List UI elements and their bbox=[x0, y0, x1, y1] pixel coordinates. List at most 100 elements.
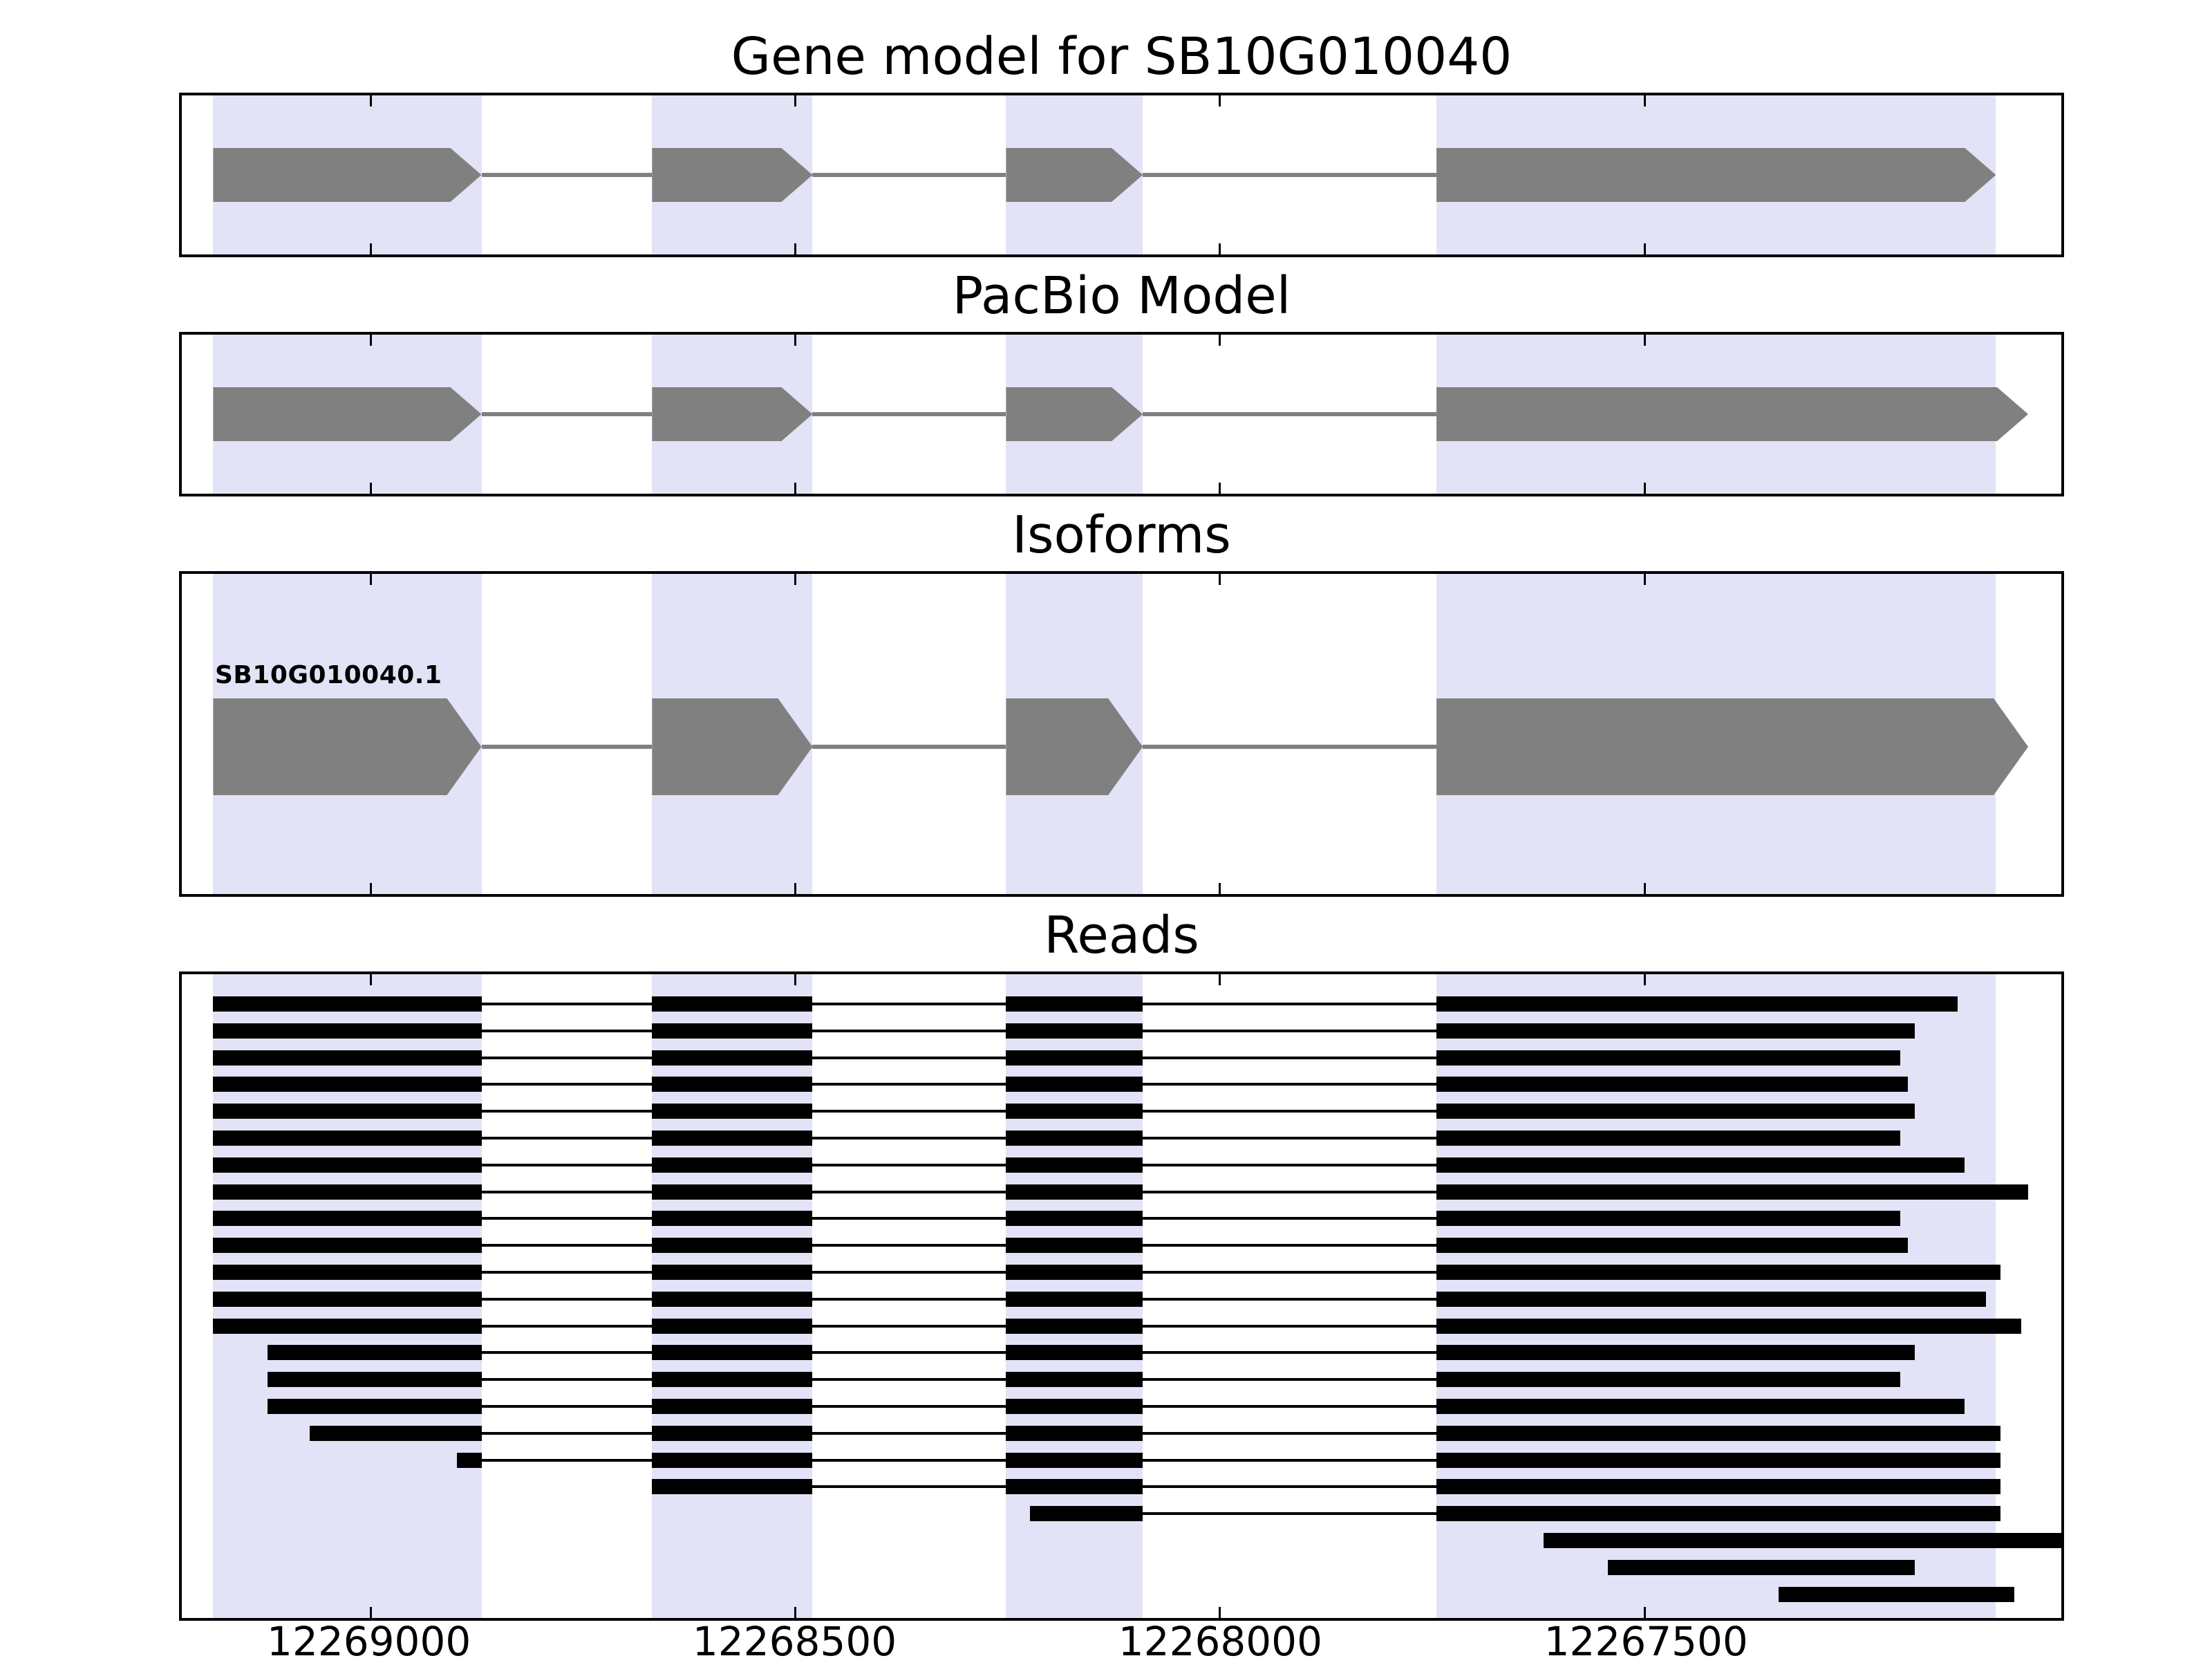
read-connector bbox=[481, 1083, 653, 1086]
panel-isoforms: SB10G010040.1 bbox=[179, 571, 2064, 897]
read-connector bbox=[812, 1163, 1006, 1166]
read-segment bbox=[1436, 1238, 1908, 1254]
read-segment bbox=[652, 1050, 813, 1066]
read-segment bbox=[1006, 1077, 1143, 1092]
read-connector bbox=[812, 1137, 1006, 1140]
read-connector bbox=[1143, 1431, 1437, 1435]
read-connector bbox=[481, 1003, 653, 1005]
read-segment bbox=[213, 1291, 482, 1307]
exon-block bbox=[213, 148, 481, 202]
intron-line bbox=[812, 412, 1006, 416]
read-connector bbox=[481, 1244, 653, 1247]
x-tick-mark bbox=[794, 1607, 797, 1618]
read-connector bbox=[1143, 1244, 1437, 1247]
isoform-label: SB10G010040.1 bbox=[215, 661, 442, 689]
x-tick-mark bbox=[370, 243, 373, 254]
exon-block bbox=[213, 387, 481, 441]
x-tick-mark bbox=[794, 335, 797, 346]
read-connector bbox=[481, 1137, 653, 1140]
read-segment bbox=[1436, 1425, 2000, 1441]
read-connector bbox=[1143, 1190, 1437, 1193]
read-segment bbox=[268, 1345, 482, 1361]
read-connector bbox=[812, 1271, 1006, 1274]
read-segment bbox=[213, 1238, 482, 1254]
read-segment bbox=[652, 1452, 813, 1468]
read-segment bbox=[1436, 1345, 1915, 1361]
x-tick-mark bbox=[794, 243, 797, 254]
read-segment bbox=[1436, 1077, 1908, 1092]
read-segment bbox=[1006, 1425, 1143, 1441]
read-connector bbox=[812, 1003, 1006, 1005]
read-connector bbox=[481, 1324, 653, 1328]
x-tick-label: 12268000 bbox=[1118, 1618, 1322, 1665]
read-segment bbox=[213, 1050, 482, 1066]
x-tick-mark bbox=[1643, 335, 1646, 346]
read-connector bbox=[812, 1351, 1006, 1355]
x-tick-mark bbox=[1643, 243, 1646, 254]
read-segment bbox=[1006, 1023, 1143, 1039]
read-segment bbox=[1436, 1050, 1900, 1066]
read-segment bbox=[213, 1157, 482, 1173]
read-segment bbox=[652, 1425, 813, 1441]
read-segment bbox=[652, 1023, 813, 1039]
exon-block bbox=[652, 387, 812, 441]
read-connector bbox=[812, 1244, 1006, 1247]
x-tick-mark bbox=[1219, 974, 1221, 985]
read-connector bbox=[481, 1405, 653, 1408]
x-tick-mark bbox=[1219, 883, 1221, 894]
read-segment bbox=[652, 1211, 813, 1227]
x-tick-mark bbox=[370, 95, 373, 106]
read-connector bbox=[812, 1190, 1006, 1193]
read-connector bbox=[481, 1378, 653, 1382]
read-segment bbox=[1006, 1399, 1143, 1414]
read-segment bbox=[1436, 1318, 2022, 1334]
read-segment bbox=[652, 1077, 813, 1092]
read-segment bbox=[310, 1425, 482, 1441]
x-tick-mark bbox=[1219, 243, 1221, 254]
intron-line bbox=[812, 173, 1006, 177]
intron-line bbox=[812, 745, 1006, 749]
read-connector bbox=[812, 1083, 1006, 1086]
read-connector bbox=[1143, 1003, 1437, 1005]
read-connector bbox=[481, 1271, 653, 1274]
read-connector bbox=[1143, 1485, 1437, 1489]
x-tick-mark bbox=[1219, 483, 1221, 494]
read-segment bbox=[1436, 1131, 1900, 1146]
read-connector bbox=[1143, 1137, 1437, 1140]
read-segment bbox=[213, 1184, 482, 1200]
x-tick-mark bbox=[794, 974, 797, 985]
read-segment bbox=[213, 1077, 482, 1092]
read-connector bbox=[1143, 1512, 1437, 1516]
read-segment bbox=[1006, 1104, 1143, 1119]
read-segment bbox=[1006, 1131, 1143, 1146]
x-tick-mark bbox=[370, 883, 373, 894]
read-segment bbox=[268, 1372, 482, 1388]
read-connector bbox=[812, 1297, 1006, 1301]
read-segment bbox=[1006, 1479, 1143, 1495]
read-segment bbox=[652, 1372, 813, 1388]
read-segment bbox=[1436, 1211, 1900, 1227]
read-connector bbox=[812, 1029, 1006, 1032]
read-connector bbox=[481, 1297, 653, 1301]
read-segment bbox=[1543, 1533, 2061, 1548]
intron-line bbox=[481, 745, 653, 749]
read-connector bbox=[1143, 1217, 1437, 1220]
panel-title-pacbio: PacBio Model bbox=[952, 266, 1291, 326]
read-connector bbox=[1143, 1297, 1437, 1301]
x-tick-mark bbox=[1643, 483, 1646, 494]
x-tick-mark bbox=[370, 483, 373, 494]
read-connector bbox=[812, 1431, 1006, 1435]
panel-reads bbox=[179, 971, 2064, 1621]
read-segment bbox=[652, 1265, 813, 1280]
read-connector bbox=[1143, 1458, 1437, 1462]
read-connector bbox=[481, 1163, 653, 1166]
read-segment bbox=[1006, 1452, 1143, 1468]
read-segment bbox=[1006, 1345, 1143, 1361]
read-segment bbox=[652, 996, 813, 1012]
x-tick-mark bbox=[794, 95, 797, 106]
read-segment bbox=[1006, 1265, 1143, 1280]
x-tick-mark bbox=[370, 335, 373, 346]
read-segment bbox=[213, 1211, 482, 1227]
read-segment bbox=[1608, 1559, 1915, 1575]
